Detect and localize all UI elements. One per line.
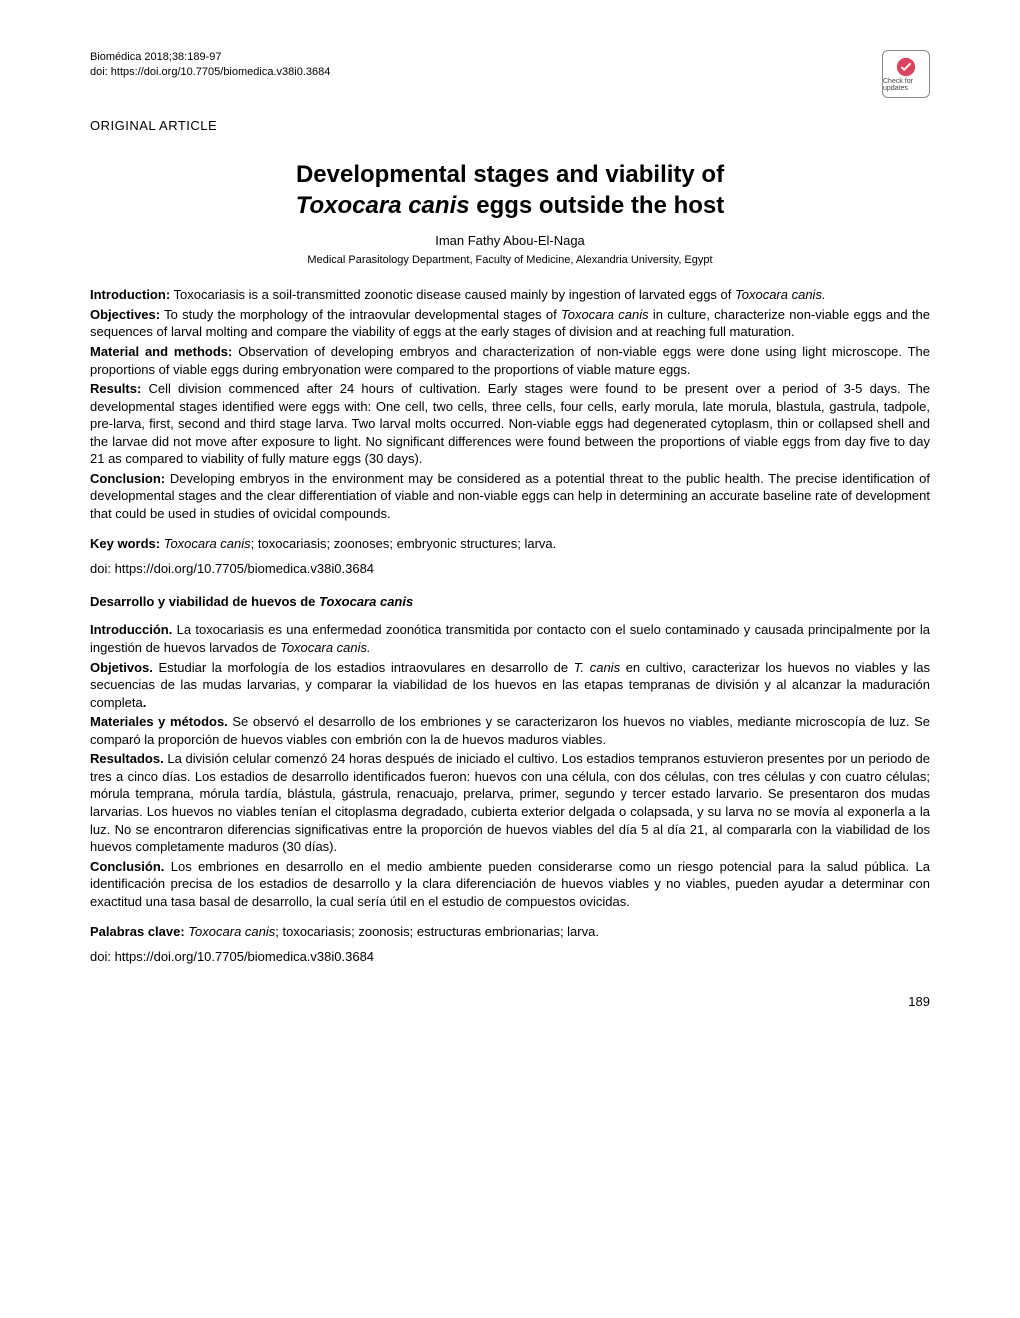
- en-doi-line: doi: https://doi.org/10.7705/biomedica.v…: [90, 561, 930, 576]
- author-affiliation: Medical Parasitology Department, Faculty…: [90, 254, 930, 266]
- es-intro-text: La toxocariasis es una enfermedad zoonót…: [90, 622, 930, 655]
- en-obj-species: Toxocara canis: [561, 307, 649, 322]
- es-conclusion: Conclusión. Los embriones en desarrollo …: [90, 858, 930, 911]
- abstract-spanish: Introducción. La toxocariasis es una enf…: [90, 621, 930, 910]
- es-mat-label: Materiales y métodos.: [90, 714, 228, 729]
- en-con-label: Conclusion:: [90, 471, 165, 486]
- badge-label: Check for updates: [883, 78, 929, 92]
- en-res-label: Results:: [90, 381, 141, 396]
- es-obj-text1: Estudiar la morfología de los estadios i…: [153, 660, 574, 675]
- en-kw-text: ; toxocariasis; zoonoses; embryonic stru…: [251, 536, 557, 551]
- es-obj-label: Objetivos.: [90, 660, 153, 675]
- en-con-text: Developing embryos in the environment ma…: [90, 471, 930, 521]
- en-keywords: Key words: Toxocara canis; toxocariasis;…: [90, 536, 930, 551]
- es-kw-text: ; toxocariasis; zoonosis; estructuras em…: [275, 924, 599, 939]
- checkmark-icon: [895, 56, 917, 78]
- journal-doi: doi: https://doi.org/10.7705/biomedica.v…: [90, 65, 330, 80]
- es-intro-label: Introducción.: [90, 622, 172, 637]
- journal-info: Biomédica 2018;38:189-97 doi: https://do…: [90, 50, 330, 81]
- es-title-species: Toxocara canis: [319, 594, 413, 609]
- en-intro-text: Toxocariasis is a soil-transmitted zoono…: [170, 287, 735, 302]
- es-obj-species: T. canis: [574, 660, 620, 675]
- en-kw-species: Toxocara canis: [160, 536, 251, 551]
- es-abstract-title: Desarrollo y viabilidad de huevos de Tox…: [90, 594, 930, 609]
- en-objectives: Objectives: To study the morphology of t…: [90, 306, 930, 341]
- es-con-label: Conclusión.: [90, 859, 164, 874]
- en-conclusion: Conclusion: Developing embryos in the en…: [90, 470, 930, 523]
- es-doi-line: doi: https://doi.org/10.7705/biomedica.v…: [90, 949, 930, 964]
- en-intro-species: Toxocara canis.: [735, 287, 826, 302]
- article-title: Developmental stages and viability of To…: [90, 159, 930, 221]
- en-kw-label: Key words:: [90, 536, 160, 551]
- en-res-text: Cell division commenced after 24 hours o…: [90, 381, 930, 466]
- journal-citation: Biomédica 2018;38:189-97: [90, 50, 330, 65]
- es-objectives: Objetivos. Estudiar la morfología de los…: [90, 659, 930, 712]
- en-mat-label: Material and methods:: [90, 344, 232, 359]
- es-introduction: Introducción. La toxocariasis es una enf…: [90, 621, 930, 656]
- es-kw-label: Palabras clave:: [90, 924, 185, 939]
- es-materials: Materiales y métodos. Se observó el desa…: [90, 713, 930, 748]
- check-updates-badge[interactable]: Check for updates: [882, 50, 930, 98]
- en-introduction: Introduction: Toxocariasis is a soil-tra…: [90, 286, 930, 304]
- en-results: Results: Cell division commenced after 2…: [90, 380, 930, 468]
- es-res-label: Resultados.: [90, 751, 164, 766]
- author-name: Iman Fathy Abou-El-Naga: [90, 233, 930, 248]
- title-rest: eggs outside the host: [470, 192, 725, 219]
- header-row: Biomédica 2018;38:189-97 doi: https://do…: [90, 50, 930, 98]
- es-res-text: La división celular comenzó 24 horas des…: [90, 751, 930, 854]
- en-obj-label: Objectives:: [90, 307, 160, 322]
- es-keywords: Palabras clave: Toxocara canis; toxocari…: [90, 924, 930, 939]
- en-materials: Material and methods: Observation of dev…: [90, 343, 930, 378]
- title-species: Toxocara canis: [296, 192, 470, 219]
- article-type: ORIGINAL ARTICLE: [90, 118, 930, 133]
- es-kw-species: Toxocara canis: [185, 924, 276, 939]
- es-intro-species: Toxocara canis.: [280, 640, 371, 655]
- en-intro-label: Introduction:: [90, 287, 170, 302]
- page-number: 189: [90, 994, 930, 1009]
- es-title-prefix: Desarrollo y viabilidad de huevos de: [90, 594, 319, 609]
- es-con-text: Los embriones en desarrollo en el medio …: [90, 859, 930, 909]
- title-line1: Developmental stages and viability of: [296, 161, 724, 188]
- abstract-english: Introduction: Toxocariasis is a soil-tra…: [90, 286, 930, 522]
- es-obj-period: .: [143, 695, 147, 710]
- en-obj-text1: To study the morphology of the intraovul…: [160, 307, 561, 322]
- es-results: Resultados. La división celular comenzó …: [90, 750, 930, 855]
